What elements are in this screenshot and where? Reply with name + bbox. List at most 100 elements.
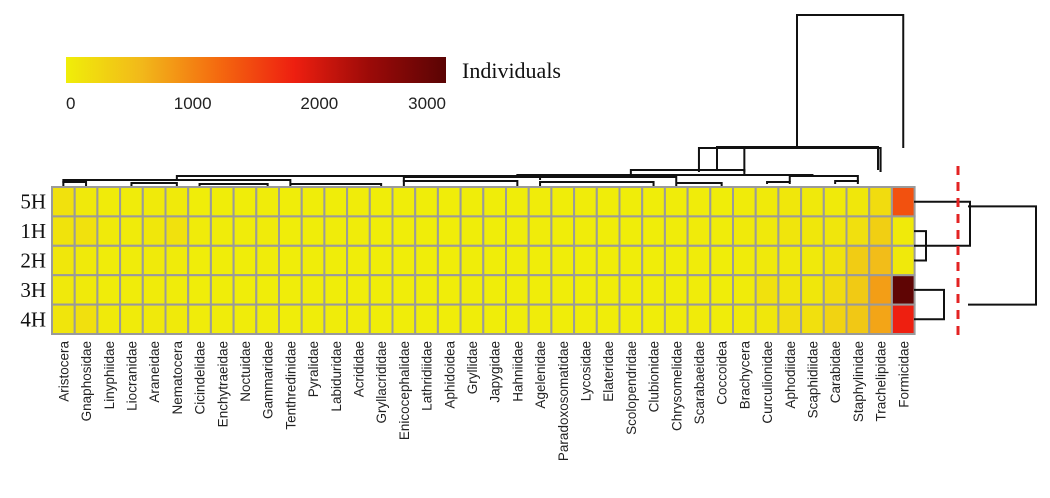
column-dendrogram-link [516, 174, 814, 177]
column-label: Gammaridae [261, 341, 276, 419]
heatmap-cell [209, 215, 235, 247]
color-legend-ticks: 0 1000 2000 3000 [66, 94, 446, 113]
heatmap-cell [209, 244, 235, 277]
column-dendrogram-link [402, 180, 519, 186]
heatmap-cell [822, 244, 848, 277]
heatmap-cell [96, 303, 122, 336]
heatmap-cell [141, 244, 167, 277]
heatmap-cell [777, 186, 803, 218]
heatmap-cell [209, 186, 235, 218]
column-dendrogram-link [629, 169, 746, 176]
heatmap-cell [278, 244, 303, 277]
heatmap-cell [732, 244, 757, 277]
row-labels: 5H 1H 2H 3H 4H [20, 190, 46, 332]
heatmap-cell [391, 274, 417, 306]
heatmap-cell [368, 274, 394, 306]
heatmap-cell [777, 244, 803, 277]
color-legend-bar [66, 57, 446, 83]
heatmap-cell [618, 303, 644, 336]
heatmap-cell [436, 303, 462, 336]
heatmap-cell [754, 186, 780, 218]
heatmap-cell [51, 186, 76, 218]
heatmap-cell [323, 303, 349, 336]
heatmap-cell [709, 215, 734, 247]
heatmap-cell [686, 303, 712, 336]
heatmap-cell [573, 215, 598, 247]
heatmap-cell [890, 215, 916, 247]
heatmap-cell [187, 215, 212, 247]
heatmap-cell [300, 244, 326, 277]
heatmap-cell [164, 274, 190, 306]
heatmap-cell [346, 215, 371, 247]
heatmap-cell [255, 215, 280, 247]
heatmap-cell [641, 303, 666, 336]
heatmap-cell [686, 215, 712, 247]
heatmap-cell [550, 244, 576, 277]
heatmap-cell [278, 186, 303, 218]
heatmap-cell [187, 303, 212, 336]
column-label: Enchytraeidae [215, 341, 230, 427]
column-label: Paradoxosomatidae [556, 341, 571, 461]
heatmap-cell [686, 244, 712, 277]
column-label: Labiduridae [329, 341, 344, 412]
column-dendrogram [62, 14, 905, 186]
heatmap-cell [414, 215, 439, 247]
heatmap-cell [51, 303, 76, 336]
heatmap-cell [663, 215, 689, 247]
heatmap-cell [618, 186, 644, 218]
heatmap-cell [890, 186, 916, 218]
heatmap-cell [300, 215, 326, 247]
heatmap-cell [232, 274, 258, 306]
heatmap-cell [800, 303, 825, 336]
heatmap-cell [414, 303, 439, 336]
color-legend-tick: 0 [66, 94, 75, 113]
heatmap-cell [51, 244, 76, 277]
heatmap-cell [323, 274, 349, 306]
heatmap-cell [709, 274, 734, 306]
heatmap-cell [573, 303, 598, 336]
column-label: Lathridiidae [420, 341, 435, 411]
column-label: Gryllacrididae [374, 341, 389, 424]
row-dendrogram-link [914, 288, 945, 321]
heatmap-cell [595, 274, 621, 306]
column-label: Chrysomelidae [669, 341, 684, 431]
column-label: Pyralidae [306, 341, 321, 397]
heatmap-cell [232, 303, 258, 336]
heatmap-cell [663, 186, 689, 218]
heatmap-cell [96, 186, 122, 218]
column-dendrogram-link [289, 183, 383, 186]
column-label: Carabidae [828, 341, 843, 403]
heatmap-cell [368, 186, 394, 218]
heatmap-cell [141, 215, 167, 247]
column-label: Agelenidae [533, 341, 548, 409]
heatmap-cell [164, 244, 190, 277]
heatmap-cell [550, 186, 576, 218]
color-legend-title: Individuals [462, 58, 561, 83]
heatmap-cell [141, 274, 167, 306]
column-dendrogram-link [62, 181, 88, 186]
heatmap-cell [73, 215, 99, 247]
heatmap-cell [800, 244, 825, 277]
heatmap-cell [96, 274, 122, 306]
column-dendrogram-link [834, 180, 859, 184]
heatmap-cell [641, 244, 666, 277]
column-label: Aphodiidae [783, 341, 798, 409]
heatmap-cell [141, 186, 167, 218]
heatmap-cell [595, 186, 621, 218]
heatmap-cell [822, 274, 848, 306]
heatmap-cell [209, 274, 235, 306]
column-dendrogram-link [675, 182, 723, 186]
heatmap-cell [845, 215, 871, 247]
column-dendrogram-link [539, 181, 655, 186]
heatmap-cell [278, 303, 303, 336]
heatmap-cell [595, 215, 621, 247]
heatmap-cell [346, 274, 371, 306]
heatmap-cell [505, 215, 530, 247]
heatmap-cell [187, 186, 212, 218]
row-label: 1H [20, 219, 46, 243]
column-label: Nematocera [170, 341, 185, 415]
heatmap-cell [119, 244, 144, 277]
row-dendrogram [914, 200, 1037, 321]
heatmap-cell [323, 244, 349, 277]
row-dendrogram-link [968, 205, 1037, 306]
